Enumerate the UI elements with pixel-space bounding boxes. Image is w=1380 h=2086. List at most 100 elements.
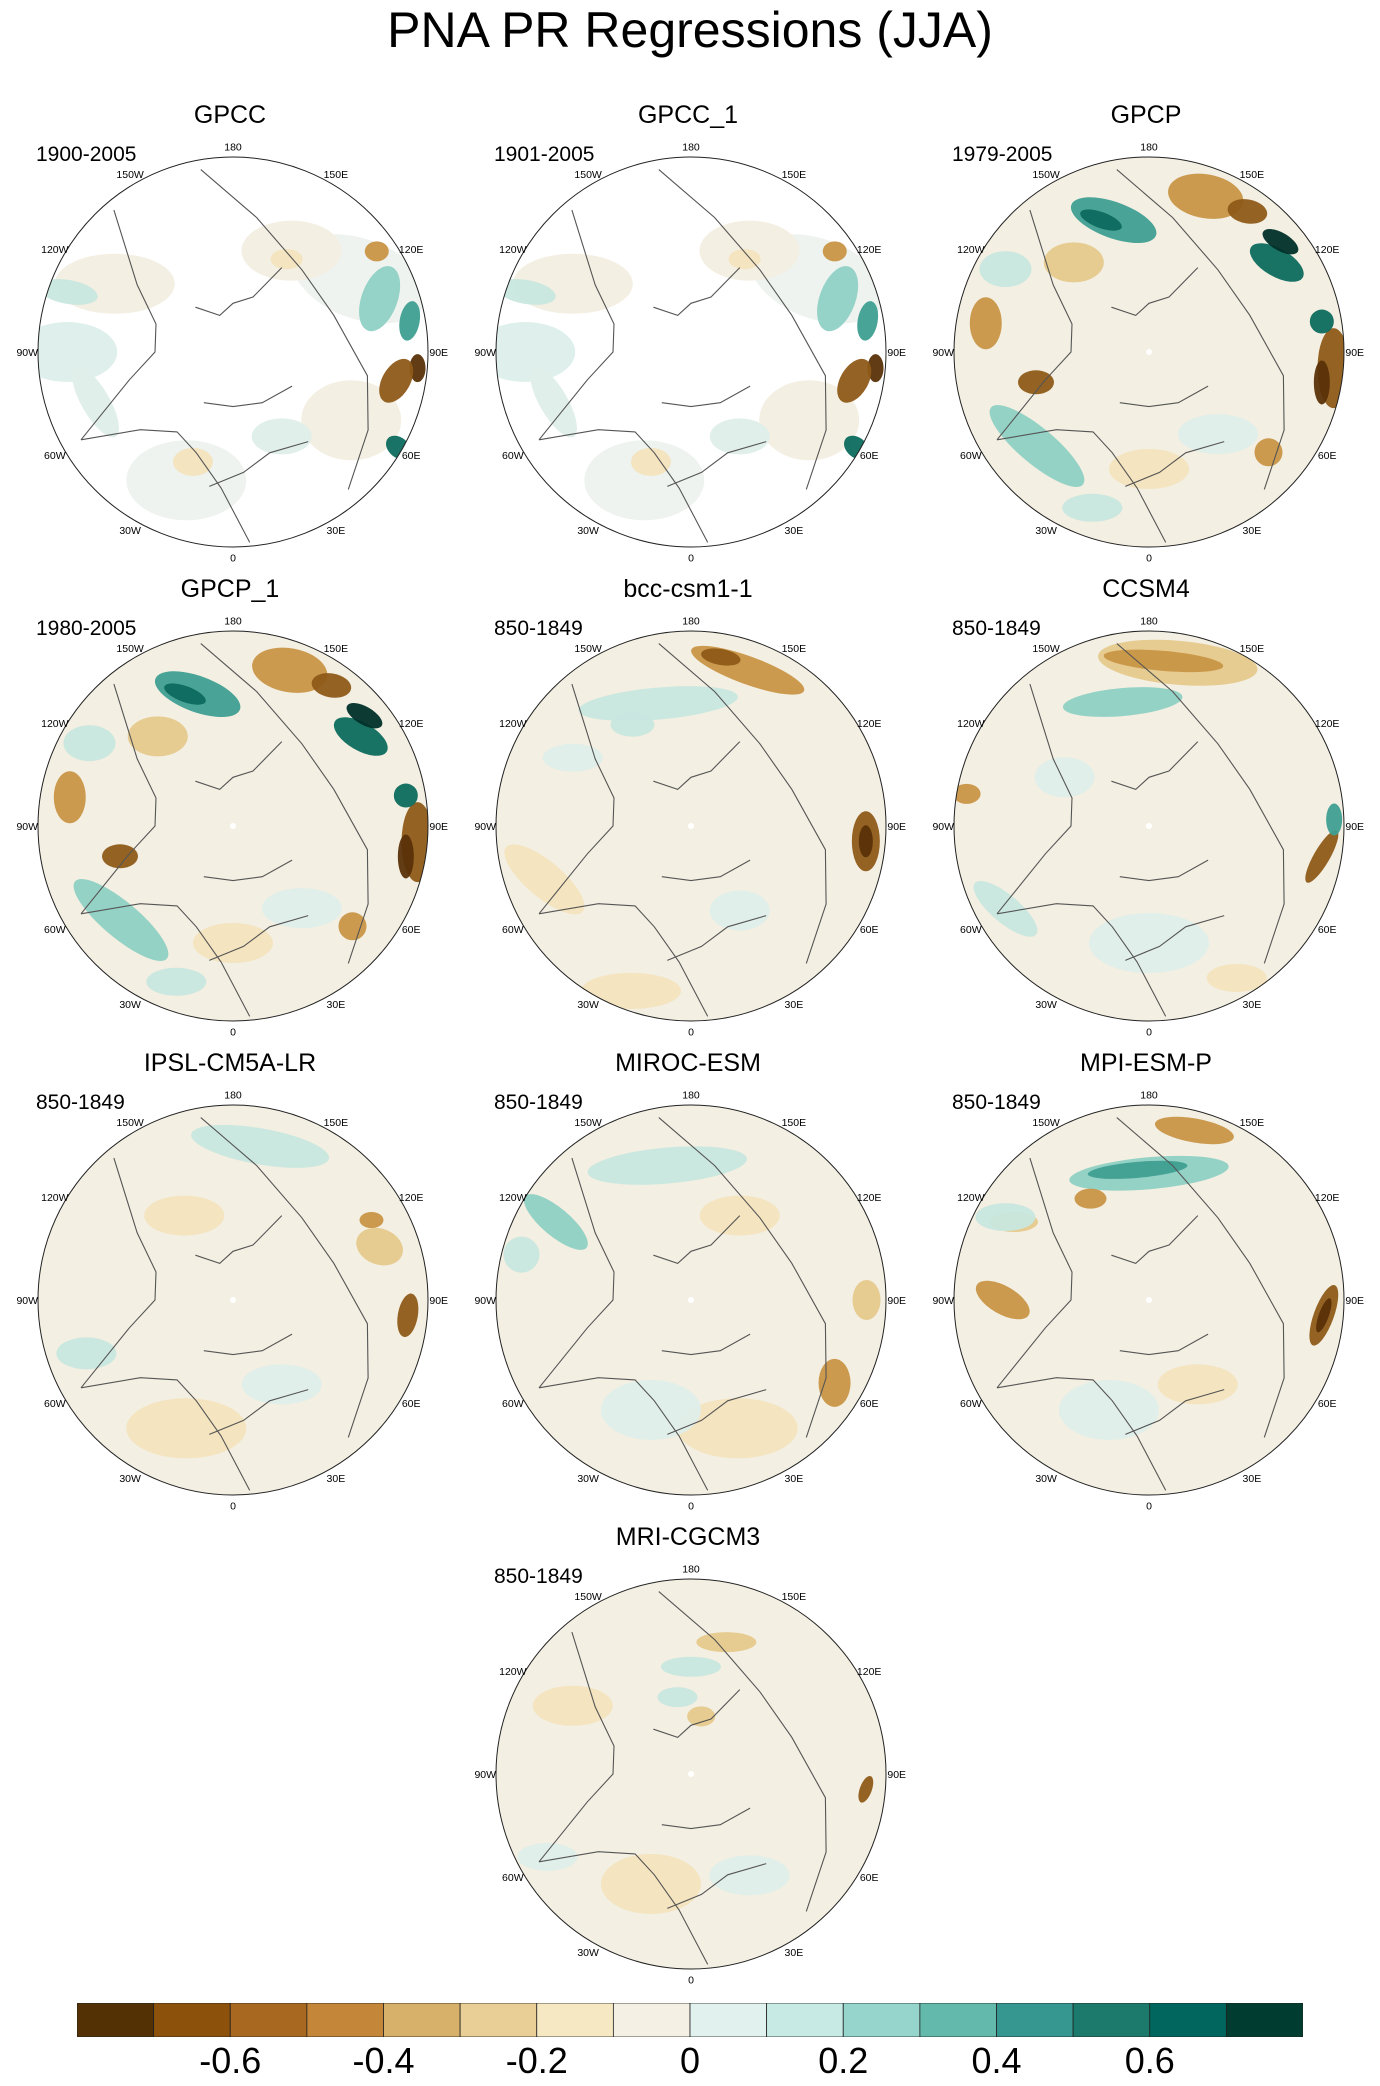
panel-title: CCSM4 — [1102, 575, 1190, 603]
longitude-label: 120E — [1315, 244, 1340, 256]
panel-period: 850-1849 — [952, 1091, 1041, 1114]
longitude-label: 120E — [857, 1192, 882, 1204]
longitude-label: 120E — [857, 1666, 882, 1678]
longitude-label: 30E — [785, 1473, 804, 1485]
colorbar-tick-label: 0 — [679, 2040, 701, 2081]
longitude-label: 150E — [1240, 643, 1265, 655]
longitude-label: 30W — [577, 999, 599, 1011]
longitude-label: 60W — [502, 450, 524, 462]
panel-period: 850-1849 — [36, 1091, 125, 1114]
panel-title: GPCP_1 — [180, 575, 280, 603]
longitude-label: 90W — [474, 821, 496, 833]
longitude-label: 60W — [960, 924, 982, 936]
longitude-label: 60E — [860, 1872, 879, 1884]
longitude-label: 120W — [957, 718, 985, 730]
longitude-label: 30W — [577, 1947, 599, 1959]
panel-period: 1980-2005 — [36, 617, 137, 640]
colorbar-swatch — [919, 2002, 997, 2038]
longitude-label: 60E — [1318, 1398, 1337, 1410]
polar-map: 180 150E 120E 90E 60E 30E 0 30W 60W 90W 120W 150W — [16, 615, 448, 1036]
longitude-label: 150E — [1240, 169, 1265, 181]
longitude-label: 90E — [887, 1769, 906, 1781]
colorbar-swatch — [612, 2002, 691, 2038]
longitude-label: 150E — [324, 643, 349, 655]
longitude-label: 60E — [860, 1398, 879, 1410]
polar-map: 180 150E 120E 90E 60E 30E 0 30W 60W 90W 120W 150W — [932, 141, 1364, 562]
longitude-label: 30E — [785, 999, 804, 1011]
longitude-label: 120E — [857, 718, 882, 730]
map-panel: 180 150E 120E 90E 60E 30E 0 30W 60W 90W 120W 150W MI… — [458, 1040, 918, 1510]
longitude-label: 90W — [474, 1295, 496, 1307]
longitude-label: 0 — [1146, 1501, 1152, 1510]
longitude-label: 30W — [119, 1473, 141, 1485]
map-panel: 180 150E 120E 90E 60E 30E 0 30W 60W 90W 120W 150W bc… — [458, 566, 918, 1036]
longitude-label: 150W — [116, 1117, 144, 1129]
longitude-label: 180 — [682, 1563, 700, 1575]
longitude-label: 30E — [785, 1947, 804, 1959]
longitude-label: 120E — [399, 718, 424, 730]
polar-map: 180 150E 120E 90E 60E 30E 0 30W 60W 90W 120W 150W — [932, 1089, 1364, 1510]
longitude-label: 90W — [474, 1769, 496, 1781]
colorbar-swatch — [842, 2002, 921, 2038]
longitude-label: 30E — [327, 525, 346, 537]
longitude-label: 120W — [41, 1192, 69, 1204]
colorbar-swatch — [1225, 2002, 1304, 2038]
colorbar-swatches — [76, 2002, 1304, 2038]
longitude-label: 120W — [499, 244, 527, 256]
panel-period: 850-1849 — [494, 617, 583, 640]
longitude-label: 30E — [785, 525, 804, 537]
longitude-label: 60W — [44, 924, 66, 936]
colorbar-swatch — [306, 2002, 384, 2038]
panel-title: GPCC_1 — [637, 101, 739, 129]
colorbar-swatch — [153, 2002, 231, 2038]
longitude-label: 0 — [230, 1027, 236, 1036]
panel-title: GPCC — [193, 101, 267, 129]
longitude-label: 90E — [429, 1295, 448, 1307]
map-panel: 180 150E 120E 90E 60E 30E 0 30W 60W 90W 120W 150W IP… — [0, 1040, 460, 1510]
longitude-label: 180 — [224, 1089, 242, 1101]
colorbar-tick-label: 0.6 — [1124, 2040, 1175, 2081]
longitude-label: 120W — [499, 1666, 527, 1678]
colorbar-swatch — [459, 2002, 538, 2038]
longitude-label: 90W — [474, 347, 496, 359]
longitude-label: 90E — [887, 347, 906, 359]
longitude-label: 0 — [688, 1975, 694, 1984]
polar-map: 180 150E 120E 90E 60E 30E 0 30W 60W 90W 120W 150W — [474, 1089, 906, 1510]
longitude-label: 180 — [682, 615, 700, 627]
longitude-label: 150E — [324, 1117, 349, 1129]
panel-period: 1900-2005 — [36, 143, 137, 166]
longitude-label: 180 — [224, 615, 242, 627]
map-panel: 180 150E 120E 90E 60E 30E 0 30W 60W 90W 120W 150W GP… — [458, 92, 918, 562]
longitude-label: 60E — [860, 924, 879, 936]
polar-map: 180 150E 120E 90E 60E 30E 0 30W 60W 90W 120W 150W — [474, 141, 906, 562]
longitude-label: 90E — [1345, 1295, 1364, 1307]
longitude-label: 150E — [782, 1591, 807, 1603]
panel-period: 850-1849 — [494, 1091, 583, 1114]
panel-period: 1901-2005 — [494, 143, 595, 166]
longitude-label: 120W — [499, 718, 527, 730]
panel-period: 1979-2005 — [952, 143, 1053, 166]
longitude-label: 30W — [1035, 999, 1057, 1011]
longitude-label: 180 — [682, 141, 700, 153]
colorbar-tick-label: -0.4 — [352, 2040, 415, 2081]
longitude-label: 60E — [402, 450, 421, 462]
longitude-label: 0 — [1146, 553, 1152, 562]
longitude-label: 180 — [1140, 615, 1158, 627]
longitude-label: 90W — [16, 821, 38, 833]
map-panel: 180 150E 120E 90E 60E 30E 0 30W 60W 90W 120W 150W GP… — [0, 566, 460, 1036]
longitude-label: 30E — [327, 1473, 346, 1485]
longitude-label: 60W — [502, 1872, 524, 1884]
longitude-label: 120W — [41, 718, 69, 730]
map-panel: 180 150E 120E 90E 60E 30E 0 30W 60W 90W 120W 150W CC… — [916, 566, 1376, 1036]
longitude-label: 30E — [1243, 1473, 1262, 1485]
longitude-label: 30W — [1035, 525, 1057, 537]
longitude-label: 150W — [1032, 643, 1060, 655]
longitude-label: 60W — [502, 1398, 524, 1410]
longitude-label: 120W — [41, 244, 69, 256]
longitude-label: 60E — [1318, 924, 1337, 936]
longitude-label: 150E — [782, 643, 807, 655]
longitude-label: 30E — [1243, 999, 1262, 1011]
longitude-label: 120W — [957, 1192, 985, 1204]
polar-map: 180 150E 120E 90E 60E 30E 0 30W 60W 90W 120W 150W — [16, 141, 448, 562]
longitude-label: 150W — [116, 169, 144, 181]
